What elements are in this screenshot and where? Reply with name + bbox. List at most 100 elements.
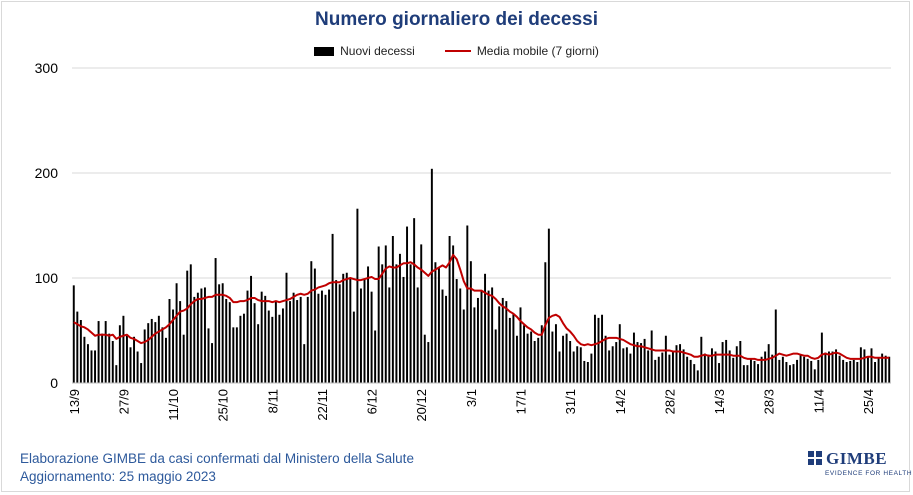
- bar: [838, 355, 841, 383]
- bar: [537, 337, 540, 383]
- bar: [342, 273, 345, 383]
- bar: [707, 354, 710, 383]
- bar: [810, 360, 813, 383]
- bar: [257, 324, 260, 383]
- bar: [725, 339, 728, 383]
- bar: [494, 329, 497, 383]
- bar: [540, 325, 543, 383]
- bar: [200, 288, 203, 383]
- bar: [388, 287, 391, 383]
- x-tick-label: 31/1: [563, 389, 578, 414]
- bar: [611, 346, 614, 383]
- bar: [172, 309, 175, 383]
- bar: [597, 317, 600, 383]
- bar: [604, 335, 607, 383]
- bar: [686, 356, 689, 383]
- bar: [359, 288, 362, 383]
- bar: [214, 258, 217, 383]
- x-tick-label: 22/11: [315, 389, 330, 421]
- bar: [168, 299, 171, 383]
- bar: [675, 345, 678, 383]
- bar: [579, 347, 582, 383]
- x-tick-label: 17/1: [514, 389, 529, 414]
- bar: [831, 351, 834, 383]
- bar: [884, 355, 887, 383]
- bar: [820, 332, 823, 383]
- bar: [72, 285, 75, 383]
- y-tick-label: 300: [35, 60, 59, 76]
- bar: [487, 290, 490, 383]
- bar: [608, 350, 611, 383]
- bar: [140, 363, 143, 383]
- moving-average-line: [73, 253, 890, 361]
- bar: [427, 342, 430, 383]
- bar: [402, 276, 405, 383]
- bar: [455, 279, 458, 383]
- bar: [395, 264, 398, 383]
- bar: [615, 342, 618, 383]
- bar: [260, 291, 263, 383]
- bar: [250, 275, 253, 383]
- bar: [852, 359, 855, 383]
- footer: Elaborazione GIMBE da casi confermati da…: [20, 450, 414, 486]
- bar: [225, 299, 228, 383]
- bar: [508, 317, 511, 383]
- bar: [491, 287, 494, 383]
- bar: [842, 359, 845, 383]
- bar: [544, 262, 547, 383]
- x-tick-label: 13/9: [67, 389, 82, 414]
- x-tick-label: 6/12: [365, 389, 380, 414]
- bar: [654, 359, 657, 383]
- bar: [462, 309, 465, 383]
- bar: [267, 310, 270, 383]
- logo-mark-icon: [808, 451, 822, 465]
- x-tick-label: 20/12: [414, 389, 429, 422]
- bar: [767, 344, 770, 383]
- bar: [792, 364, 795, 383]
- bar: [728, 350, 731, 383]
- bar: [650, 330, 653, 383]
- bar: [870, 348, 873, 383]
- bar: [320, 290, 323, 383]
- bar: [530, 331, 533, 383]
- bar: [218, 284, 221, 383]
- bar: [296, 300, 299, 383]
- bar: [147, 323, 150, 383]
- bar: [774, 309, 777, 383]
- bar: [647, 350, 650, 383]
- bar: [115, 365, 118, 383]
- bar: [466, 225, 469, 383]
- bar: [859, 347, 862, 383]
- bar: [441, 289, 444, 383]
- bar: [771, 354, 774, 383]
- bar: [448, 236, 451, 383]
- bar: [746, 365, 749, 383]
- bar: [83, 336, 86, 383]
- bar: [211, 343, 214, 383]
- bar: [569, 341, 572, 383]
- bar: [760, 356, 763, 383]
- bar: [593, 314, 596, 383]
- bar: [182, 334, 185, 383]
- legend-item-line: Media mobile (7 giorni): [444, 44, 599, 58]
- x-tick-label: 8/11: [265, 389, 280, 413]
- bar: [398, 253, 401, 383]
- bar: [874, 362, 877, 383]
- bar: [735, 346, 738, 383]
- bar: [799, 354, 802, 383]
- bar: [370, 291, 373, 383]
- bar: [367, 266, 370, 383]
- bar: [86, 344, 89, 383]
- bar: [629, 353, 632, 383]
- x-tick-label: 11/10: [166, 389, 181, 421]
- bar: [863, 349, 866, 383]
- logo-wordmark: GIMBE: [826, 449, 888, 468]
- bar: [590, 353, 593, 383]
- bar: [377, 246, 380, 383]
- chart-title: Numero giornaliero dei decessi: [315, 9, 598, 30]
- bar: [154, 322, 157, 383]
- bar: [161, 327, 164, 383]
- footer-source: Elaborazione GIMBE da casi confermati da…: [20, 451, 414, 466]
- bar: [788, 365, 791, 383]
